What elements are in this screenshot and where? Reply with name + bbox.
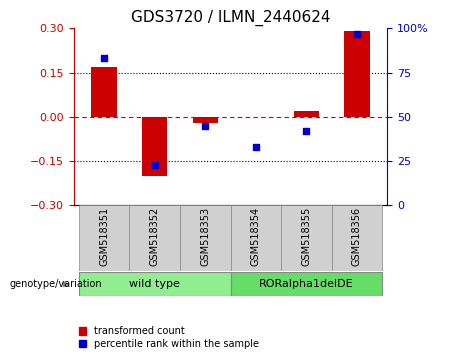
Text: GSM518353: GSM518353 (200, 207, 210, 266)
Bar (294, 111, 319, 117)
Bar (344, 31, 370, 117)
Text: wild type: wild type (129, 279, 180, 289)
Bar (79, 205, 130, 271)
Bar (281, 205, 331, 271)
Point (201, 123, 209, 129)
Bar (79, 272, 230, 296)
Bar (230, 272, 382, 296)
Point (353, 31, 361, 36)
Bar (193, 117, 218, 123)
Point (151, 162, 158, 167)
Bar (331, 205, 382, 271)
Point (303, 128, 310, 134)
Text: GSM518355: GSM518355 (301, 207, 311, 266)
Text: GSM518351: GSM518351 (99, 207, 109, 266)
Text: GSM518354: GSM518354 (251, 207, 261, 266)
Text: GSM518356: GSM518356 (352, 207, 362, 266)
Bar (180, 205, 230, 271)
Bar (91, 67, 117, 117)
Point (252, 144, 260, 150)
Text: RORalpha1delDE: RORalpha1delDE (259, 279, 354, 289)
Point (100, 56, 108, 61)
Text: GSM518352: GSM518352 (150, 207, 160, 266)
Bar (230, 205, 281, 271)
Bar (142, 117, 167, 176)
Bar (130, 205, 180, 271)
Text: genotype/variation: genotype/variation (9, 279, 102, 289)
Legend: transformed count, percentile rank within the sample: transformed count, percentile rank withi… (79, 326, 259, 349)
Title: GDS3720 / ILMN_2440624: GDS3720 / ILMN_2440624 (131, 9, 330, 25)
